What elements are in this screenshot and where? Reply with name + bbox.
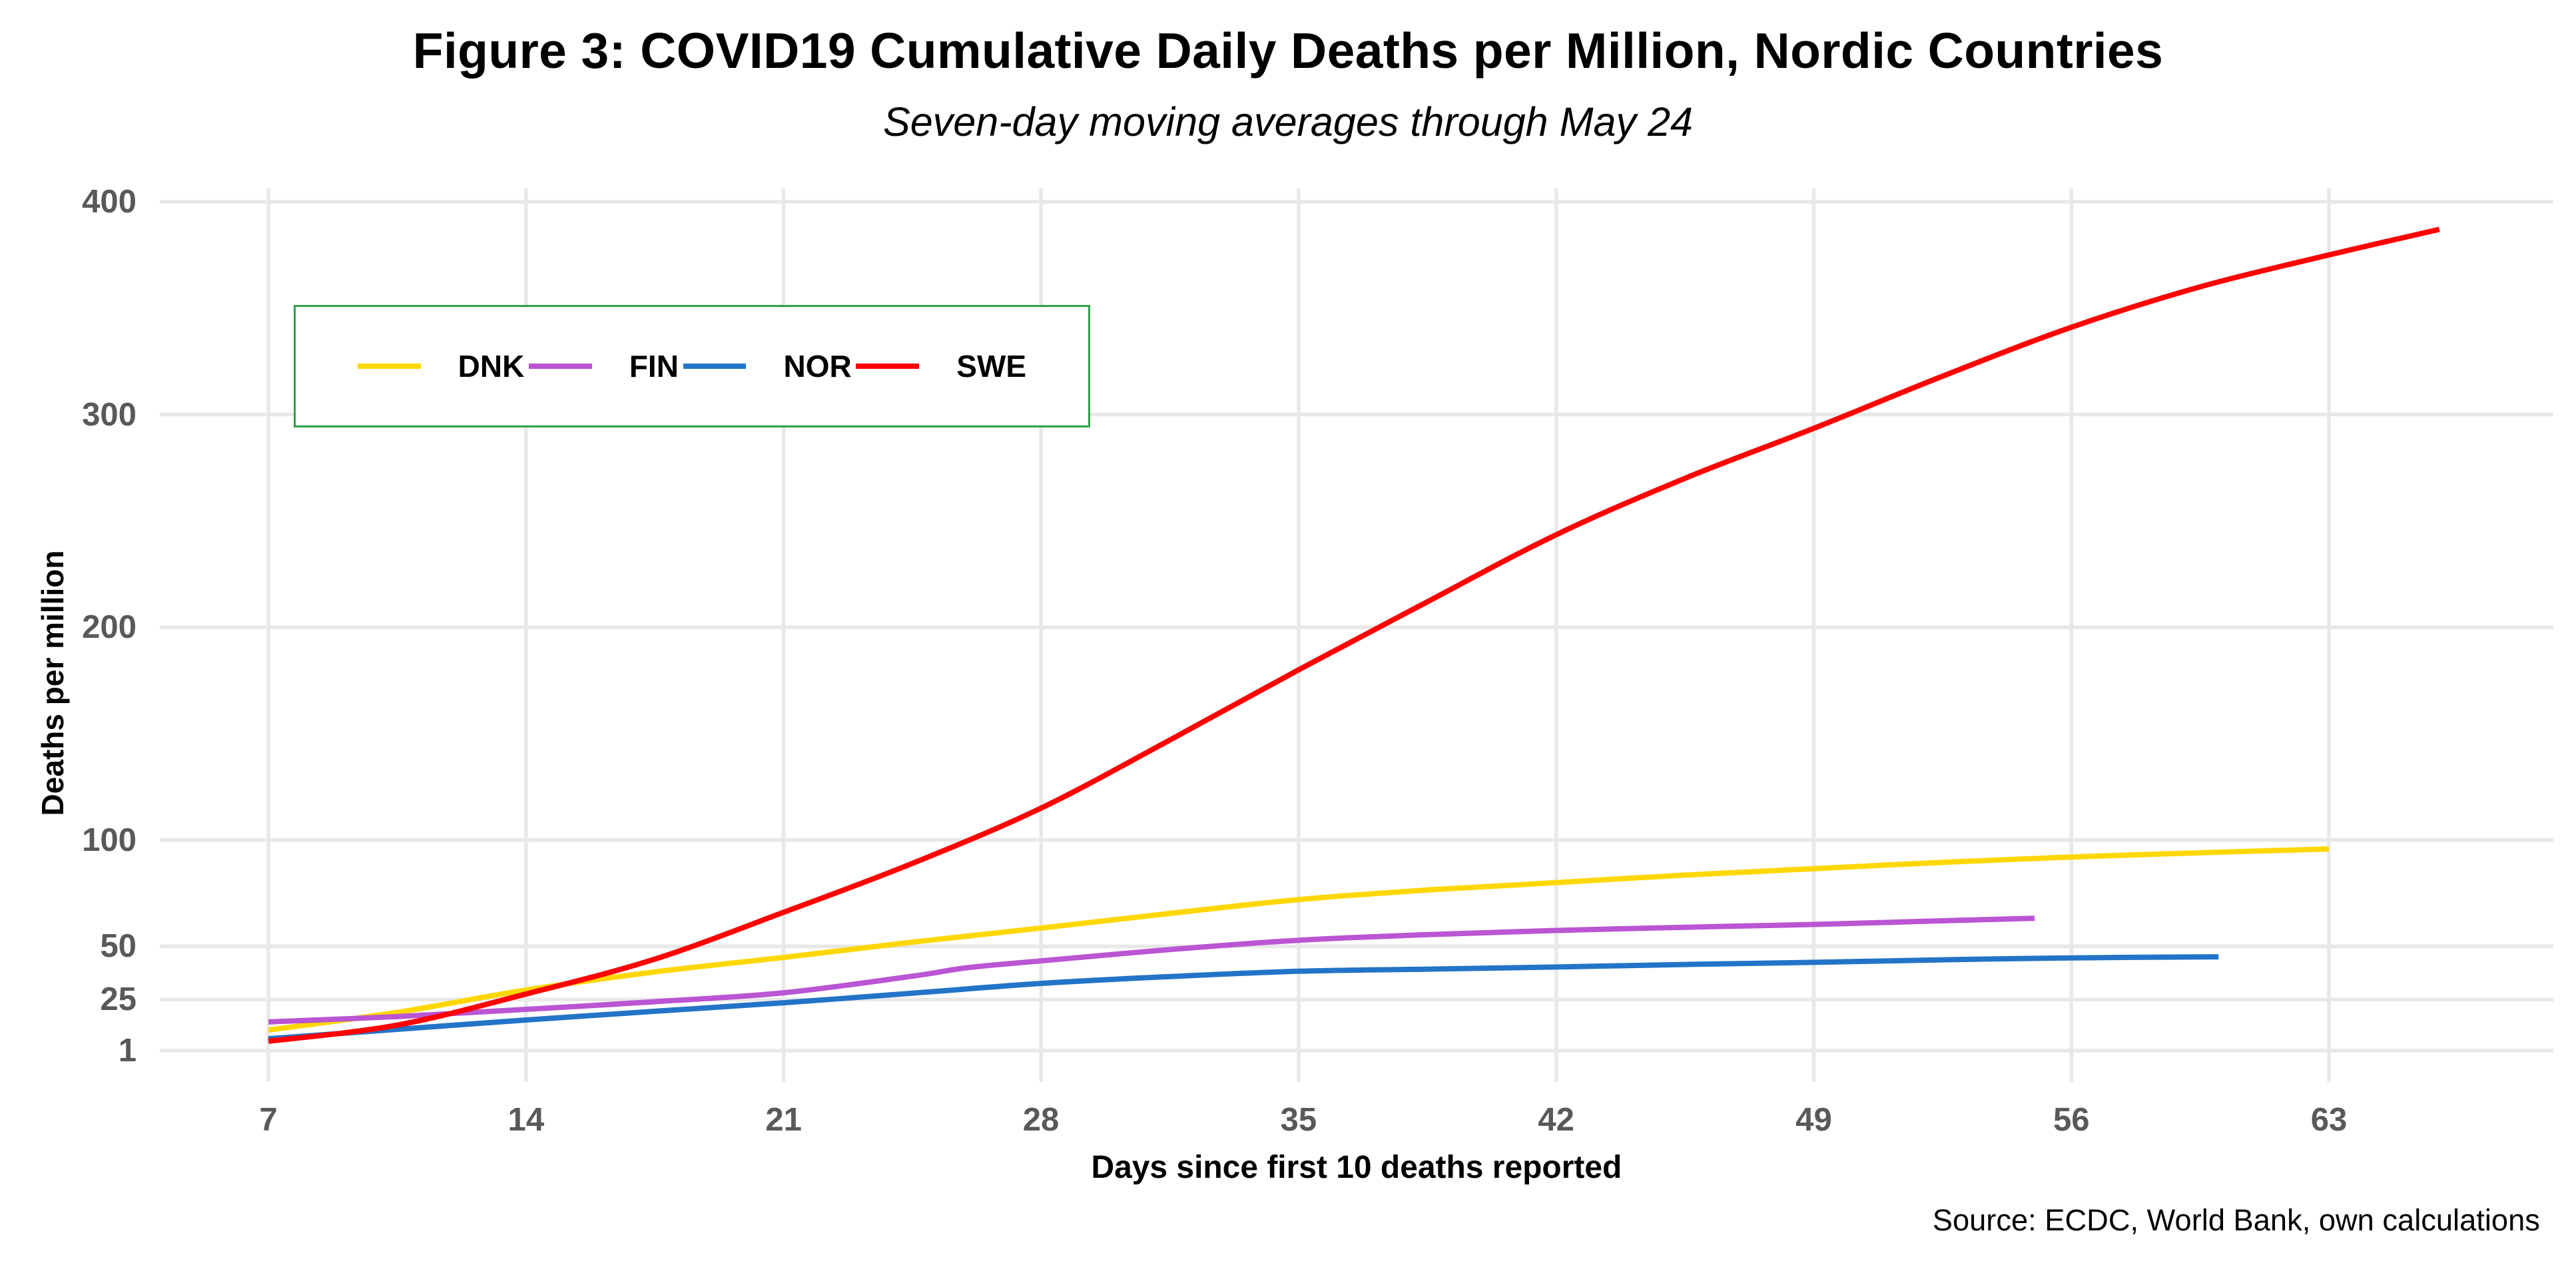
x-tick-label: 21 xyxy=(765,1102,802,1139)
source-caption: Source: ECDC, World Bank, own calculatio… xyxy=(1932,1202,2540,1237)
chart-subtitle: Seven-day moving averages through May 24 xyxy=(882,99,1694,144)
x-axis-title: Days since first 10 deaths reported xyxy=(1091,1150,1622,1186)
x-tick-label: 35 xyxy=(1280,1102,1317,1139)
x-tick-label: 42 xyxy=(1538,1102,1574,1139)
legend-swatch-fin xyxy=(528,364,592,369)
series-line-fin xyxy=(268,915,2035,1025)
y-tick-label: 50 xyxy=(100,928,137,965)
legend-label: NOR xyxy=(783,349,852,384)
legend-label: DNK xyxy=(458,349,525,384)
x-tick-label: 63 xyxy=(2310,1102,2348,1139)
legend-swatch-nor xyxy=(683,364,747,369)
legend-item-fin: FIN xyxy=(528,348,679,384)
legend-swatch-dnk xyxy=(357,364,421,369)
y-tick-label: 25 xyxy=(100,981,137,1018)
legend-label: FIN xyxy=(629,349,679,384)
x-tick-label: 49 xyxy=(1795,1102,1832,1139)
series-line-swe xyxy=(268,226,2440,1044)
y-tick-label: 400 xyxy=(82,184,137,220)
legend-item-nor: NOR xyxy=(683,348,852,384)
chart-title: Figure 3: COVID19 Cumulative Daily Death… xyxy=(412,22,2164,79)
y-tick-label: 300 xyxy=(82,396,137,433)
legend: DNK FIN NOR SWE xyxy=(293,305,1090,428)
x-tick-label: 28 xyxy=(1022,1102,1060,1139)
x-tick-label: 14 xyxy=(507,1102,545,1139)
x-tick-label: 56 xyxy=(2053,1102,2090,1139)
x-tick-label: 7 xyxy=(259,1102,278,1139)
legend-item-swe: SWE xyxy=(856,348,1026,384)
legend-item-dnk: DNK xyxy=(357,348,525,384)
y-tick-label: 100 xyxy=(82,822,137,858)
series-line-nor xyxy=(268,954,2219,1042)
y-axis-title: Deaths per million xyxy=(35,550,71,816)
y-tick-label: 200 xyxy=(82,609,137,646)
legend-label: SWE xyxy=(956,349,1027,384)
y-tick-label: 1 xyxy=(118,1032,137,1069)
series-line-dnk xyxy=(268,846,2330,1033)
legend-swatch-swe xyxy=(856,364,920,369)
